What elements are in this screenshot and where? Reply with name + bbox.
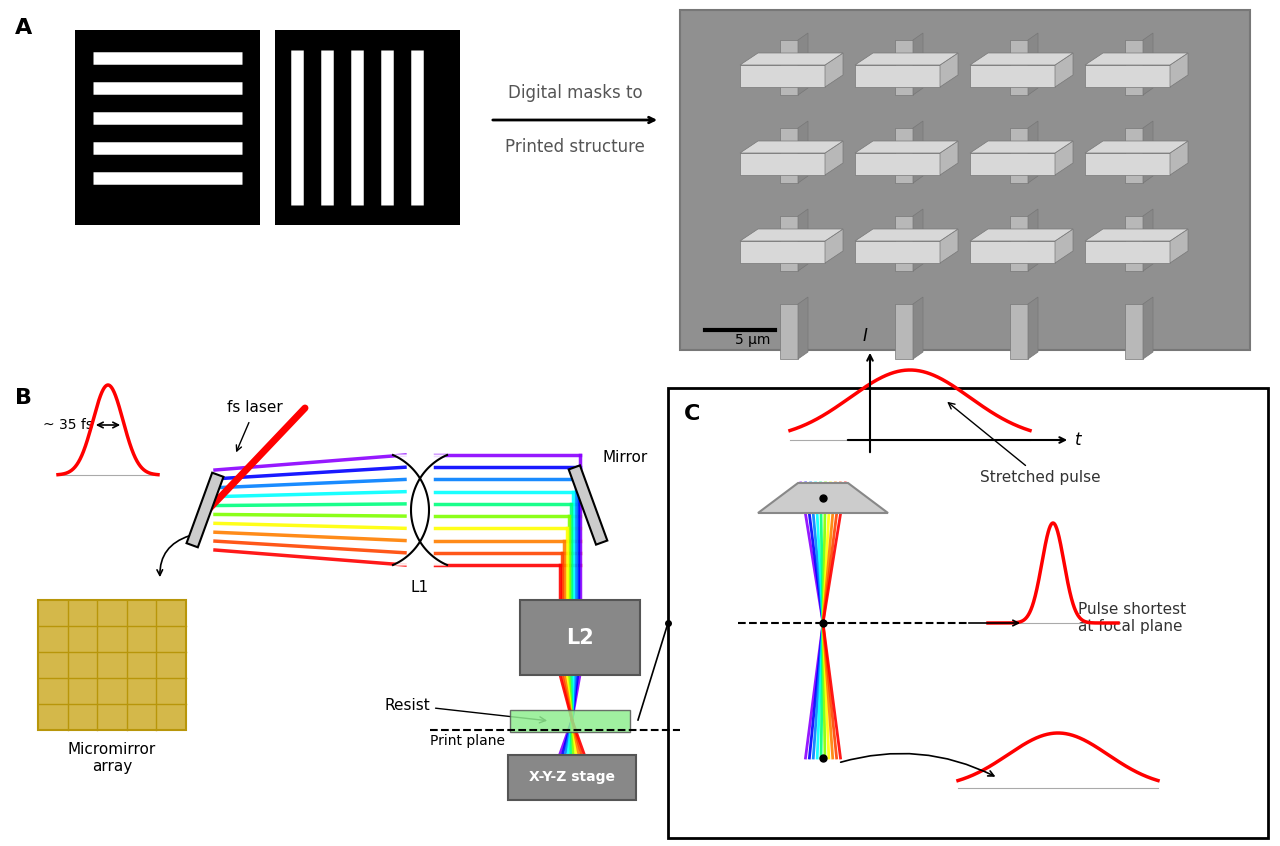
Polygon shape xyxy=(913,209,923,271)
Polygon shape xyxy=(1170,141,1188,175)
Bar xyxy=(895,40,913,95)
Bar xyxy=(1010,128,1028,183)
Bar xyxy=(275,30,460,225)
Bar xyxy=(1125,40,1143,95)
Text: L1: L1 xyxy=(411,580,429,595)
Bar xyxy=(970,241,1055,263)
Polygon shape xyxy=(826,229,844,263)
Polygon shape xyxy=(187,473,224,547)
Polygon shape xyxy=(740,229,844,241)
Polygon shape xyxy=(970,53,1073,65)
Bar xyxy=(520,600,640,675)
Polygon shape xyxy=(913,33,923,95)
Bar xyxy=(855,241,940,263)
Text: Digital masks to: Digital masks to xyxy=(508,84,643,102)
Polygon shape xyxy=(1085,53,1188,65)
Text: Stretched pulse: Stretched pulse xyxy=(948,403,1101,485)
Bar xyxy=(895,304,913,359)
Bar xyxy=(895,128,913,183)
Polygon shape xyxy=(740,53,844,65)
Bar xyxy=(855,153,940,175)
Bar xyxy=(1010,40,1028,95)
Bar xyxy=(970,65,1055,87)
Polygon shape xyxy=(758,483,888,513)
Bar xyxy=(38,600,186,730)
Text: 5 μm: 5 μm xyxy=(735,333,771,347)
Bar xyxy=(1125,216,1143,271)
Bar xyxy=(1010,216,1028,271)
Polygon shape xyxy=(970,229,1073,241)
Bar xyxy=(780,128,797,183)
Bar xyxy=(1085,241,1170,263)
Bar xyxy=(1085,65,1170,87)
Text: X-Y-Z stage: X-Y-Z stage xyxy=(529,771,614,784)
Text: Printed structure: Printed structure xyxy=(506,138,645,156)
Text: C: C xyxy=(684,404,700,424)
Polygon shape xyxy=(1085,229,1188,241)
Polygon shape xyxy=(913,121,923,183)
Polygon shape xyxy=(797,121,808,183)
Polygon shape xyxy=(797,33,808,95)
Text: Mirror: Mirror xyxy=(603,450,648,465)
Bar xyxy=(855,65,940,87)
Polygon shape xyxy=(940,53,957,87)
Bar xyxy=(740,153,826,175)
Text: t: t xyxy=(1075,431,1082,449)
Text: B: B xyxy=(15,388,32,408)
Bar xyxy=(76,30,260,225)
Polygon shape xyxy=(1028,33,1038,95)
Polygon shape xyxy=(855,229,957,241)
Polygon shape xyxy=(855,53,957,65)
Bar xyxy=(895,216,913,271)
Polygon shape xyxy=(1085,141,1188,153)
Polygon shape xyxy=(1170,229,1188,263)
Polygon shape xyxy=(1055,141,1073,175)
Bar xyxy=(1010,304,1028,359)
Text: A: A xyxy=(15,18,32,38)
Polygon shape xyxy=(1143,209,1153,271)
Polygon shape xyxy=(1055,229,1073,263)
Polygon shape xyxy=(797,209,808,271)
Bar xyxy=(508,755,636,800)
Text: Print plane: Print plane xyxy=(430,734,506,748)
Text: Micromirror
array: Micromirror array xyxy=(68,742,156,774)
Text: fs laser: fs laser xyxy=(227,400,283,415)
Polygon shape xyxy=(913,297,923,359)
Text: ~ 35 fs: ~ 35 fs xyxy=(44,418,93,432)
Polygon shape xyxy=(740,141,844,153)
Polygon shape xyxy=(940,229,957,263)
Polygon shape xyxy=(970,141,1073,153)
Text: L2: L2 xyxy=(566,628,594,647)
Polygon shape xyxy=(1028,121,1038,183)
Polygon shape xyxy=(1143,121,1153,183)
Bar xyxy=(780,216,797,271)
Bar xyxy=(740,241,826,263)
Bar xyxy=(1125,128,1143,183)
Polygon shape xyxy=(1028,209,1038,271)
Bar xyxy=(509,710,630,732)
Bar xyxy=(1085,153,1170,175)
Polygon shape xyxy=(1055,53,1073,87)
Polygon shape xyxy=(1028,297,1038,359)
Bar xyxy=(1125,304,1143,359)
Text: Resist: Resist xyxy=(384,697,545,722)
Polygon shape xyxy=(1170,53,1188,87)
Polygon shape xyxy=(1143,33,1153,95)
Polygon shape xyxy=(826,141,844,175)
Bar xyxy=(780,304,797,359)
Polygon shape xyxy=(1143,297,1153,359)
Bar xyxy=(780,40,797,95)
Text: I: I xyxy=(863,327,867,345)
Polygon shape xyxy=(940,141,957,175)
Polygon shape xyxy=(826,53,844,87)
Bar xyxy=(740,65,826,87)
Bar xyxy=(970,153,1055,175)
Polygon shape xyxy=(855,141,957,153)
Text: Pulse shortest
at focal plane: Pulse shortest at focal plane xyxy=(1078,602,1187,634)
Bar xyxy=(668,388,1268,838)
Bar xyxy=(680,10,1251,350)
Polygon shape xyxy=(797,297,808,359)
Polygon shape xyxy=(393,455,447,565)
Polygon shape xyxy=(568,465,607,545)
